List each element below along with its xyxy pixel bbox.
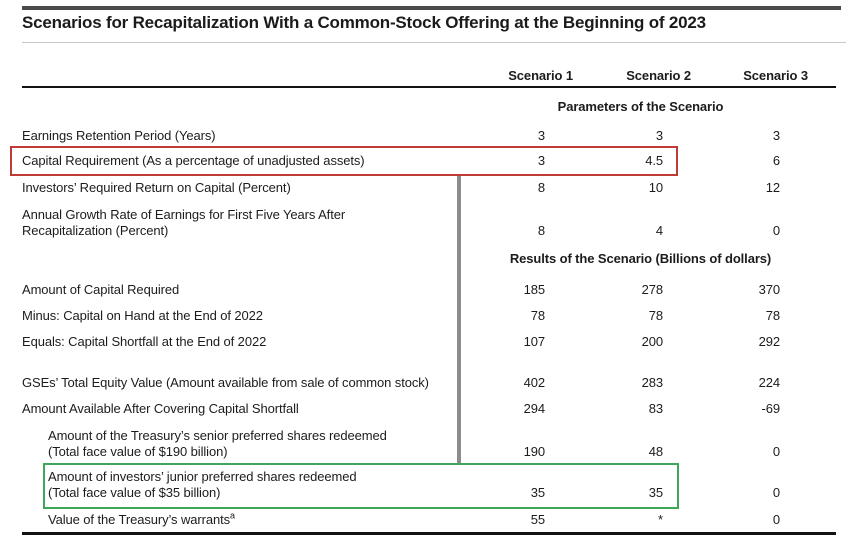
cell-value: 35 bbox=[648, 485, 663, 500]
row-label: Amount of investors’ junior preferred sh… bbox=[22, 469, 445, 501]
row-label: Minus: Capital on Hand at the End of 202… bbox=[22, 308, 263, 323]
cell-value: 0 bbox=[772, 485, 780, 500]
cell-value: 0 bbox=[772, 444, 780, 459]
cell-value: 3 bbox=[537, 128, 545, 143]
column-header-scenario-3: Scenario 3 bbox=[743, 68, 808, 83]
scenario-table: Scenario 1 Scenario 2 Scenario 3 Paramet… bbox=[22, 64, 836, 535]
title-divider bbox=[22, 42, 846, 43]
cell-value: 35 bbox=[530, 485, 545, 500]
cell-value: -69 bbox=[761, 401, 781, 416]
row-label: Annual Growth Rate of Earnings for First… bbox=[22, 207, 445, 239]
cell-value: 78 bbox=[530, 308, 545, 323]
cell-value: 402 bbox=[523, 375, 545, 390]
cell-value: 4.5 bbox=[645, 153, 663, 168]
cell-value: 0 bbox=[772, 223, 780, 238]
cell-value: 3 bbox=[655, 128, 663, 143]
cell-value: 107 bbox=[523, 334, 545, 349]
column-header-scenario-1: Scenario 1 bbox=[508, 68, 573, 83]
table-row: Value of the Treasury’s warrantsa 55 * 0 bbox=[22, 510, 836, 528]
section-label: Parameters of the Scenario bbox=[557, 99, 724, 114]
table-row: Annual Growth Rate of Earnings for First… bbox=[22, 207, 836, 239]
table-row: Equals: Capital Shortfall at the End of … bbox=[22, 334, 836, 350]
row-label-line2: Recapitalization (Percent) bbox=[22, 223, 169, 238]
cell-value: 190 bbox=[523, 444, 545, 459]
section-label: Results of the Scenario (Billions of dol… bbox=[509, 251, 772, 266]
row-label-line1: Amount of the Treasury’s senior preferre… bbox=[48, 428, 387, 443]
cell-value: 10 bbox=[648, 180, 663, 195]
cell-value: 200 bbox=[641, 334, 663, 349]
column-header-scenario-2: Scenario 2 bbox=[626, 68, 691, 83]
cell-value: 278 bbox=[641, 282, 663, 297]
top-rule bbox=[22, 6, 841, 10]
cell-value: 294 bbox=[523, 401, 545, 416]
table-row: Amount of Capital Required 185 278 370 bbox=[22, 282, 836, 298]
row-label-line1: Annual Growth Rate of Earnings for First… bbox=[22, 207, 346, 222]
row-label: Value of the Treasury’s warrantsa bbox=[48, 510, 235, 527]
table-row: Amount Available After Covering Capital … bbox=[22, 401, 836, 417]
cell-value: 283 bbox=[641, 375, 663, 390]
cell-value: 48 bbox=[648, 444, 663, 459]
section-header-parameters: Parameters of the Scenario bbox=[22, 99, 836, 115]
cell-value: 224 bbox=[758, 375, 780, 390]
table-row: Amount of the Treasury’s senior preferre… bbox=[22, 428, 836, 460]
column-header-row: Scenario 1 Scenario 2 Scenario 3 bbox=[22, 64, 836, 84]
row-label: Earnings Retention Period (Years) bbox=[22, 128, 216, 143]
row-label: Capital Requirement (As a percentage of … bbox=[22, 153, 365, 168]
cell-value: * bbox=[658, 512, 663, 527]
column-divider-line bbox=[457, 175, 461, 464]
cell-value: 292 bbox=[758, 334, 780, 349]
table-row: Earnings Retention Period (Years) 3 3 3 bbox=[22, 128, 836, 144]
cell-value: 6 bbox=[772, 153, 780, 168]
cell-value: 3 bbox=[772, 128, 780, 143]
table-row: Investors’ Required Return on Capital (P… bbox=[22, 180, 836, 196]
table-row: Minus: Capital on Hand at the End of 202… bbox=[22, 308, 836, 324]
cell-value: 0 bbox=[772, 512, 780, 527]
cell-value: 4 bbox=[655, 223, 663, 238]
cell-value: 12 bbox=[765, 180, 780, 195]
row-label: GSEs’ Total Equity Value (Amount availab… bbox=[22, 375, 429, 390]
row-label: Investors’ Required Return on Capital (P… bbox=[22, 180, 291, 195]
row-label: Amount of Capital Required bbox=[22, 282, 180, 297]
cell-value: 55 bbox=[530, 512, 545, 527]
section-header-results: Results of the Scenario (Billions of dol… bbox=[22, 251, 836, 267]
cell-value: 8 bbox=[537, 223, 545, 238]
page-title: Scenarios for Recapitalization With a Co… bbox=[22, 13, 706, 32]
cell-value: 78 bbox=[765, 308, 780, 323]
cell-value: 185 bbox=[523, 282, 545, 297]
row-label-line1: Amount of investors’ junior preferred sh… bbox=[48, 469, 357, 484]
table-row-capital-requirement: Capital Requirement (As a percentage of … bbox=[22, 153, 836, 169]
cell-value: 83 bbox=[648, 401, 663, 416]
bottom-divider bbox=[22, 532, 836, 535]
header-divider bbox=[22, 86, 836, 88]
row-label-line2: (Total face value of $35 billion) bbox=[48, 485, 221, 500]
cell-value: 3 bbox=[537, 153, 545, 168]
cell-value: 8 bbox=[537, 180, 545, 195]
footnote-marker: a bbox=[230, 510, 235, 521]
row-label: Amount of the Treasury’s senior preferre… bbox=[22, 428, 445, 460]
row-label-line2: (Total face value of $190 billion) bbox=[48, 444, 228, 459]
row-label: Equals: Capital Shortfall at the End of … bbox=[22, 334, 267, 349]
table-row: GSEs’ Total Equity Value (Amount availab… bbox=[22, 375, 836, 391]
cell-value: 370 bbox=[758, 282, 780, 297]
cell-value: 78 bbox=[648, 308, 663, 323]
row-label: Amount Available After Covering Capital … bbox=[22, 401, 299, 416]
table-row-junior-preferred: Amount of investors’ junior preferred sh… bbox=[22, 469, 836, 501]
